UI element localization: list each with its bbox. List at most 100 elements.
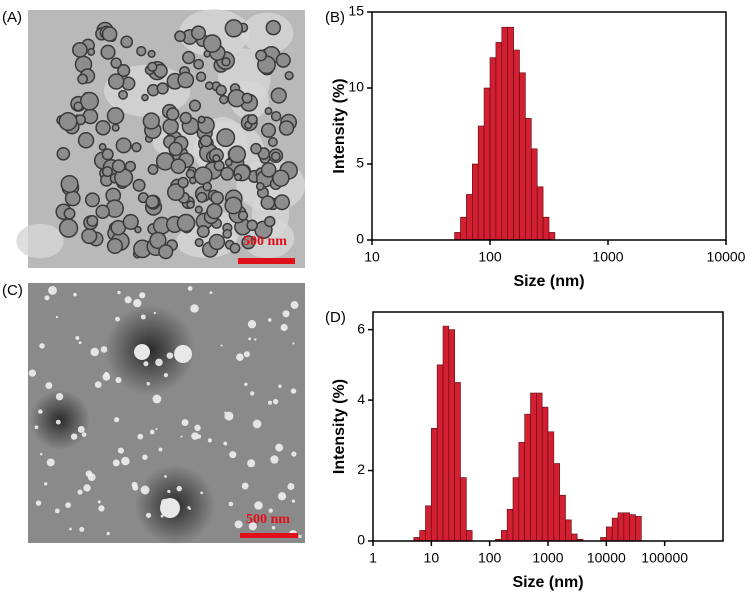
bar — [460, 216, 467, 241]
x-tick-label: 1000 — [592, 249, 623, 265]
particle — [133, 299, 142, 308]
y-tick-label: 0 — [357, 532, 365, 548]
bar — [571, 533, 578, 542]
particle — [155, 358, 163, 367]
particle — [272, 398, 279, 405]
particle — [200, 491, 204, 495]
particle — [131, 142, 142, 153]
particle — [196, 434, 202, 439]
particle — [180, 435, 183, 438]
particle — [147, 49, 156, 58]
particle — [101, 166, 113, 178]
particle — [267, 318, 272, 322]
panel-label: (D) — [325, 309, 346, 326]
particle — [164, 475, 167, 478]
bar — [460, 477, 467, 542]
y-tick-label: 15 — [348, 3, 364, 19]
particle — [228, 501, 234, 507]
bar — [501, 530, 508, 542]
particle — [174, 345, 192, 363]
texture — [175, 225, 237, 258]
particle — [244, 382, 248, 387]
particle — [250, 142, 262, 155]
particle — [118, 89, 129, 100]
particle — [194, 424, 201, 432]
particle — [166, 352, 174, 359]
particle — [265, 19, 282, 36]
texture — [241, 12, 294, 54]
particle — [58, 112, 78, 132]
particle — [141, 93, 149, 102]
particle — [291, 499, 296, 503]
particle — [270, 110, 282, 122]
particle — [56, 146, 71, 161]
particle — [170, 158, 187, 175]
particle — [179, 111, 192, 125]
bar — [472, 163, 479, 241]
panel-label: (B) — [325, 9, 345, 26]
particle — [111, 159, 126, 173]
particle — [182, 50, 196, 65]
x-tick-label: 10 — [424, 550, 440, 566]
bar — [524, 413, 531, 542]
plot-frame — [371, 11, 727, 241]
particle — [202, 34, 222, 53]
particle — [278, 384, 282, 388]
particle — [197, 115, 206, 124]
particle — [54, 508, 60, 514]
particle — [224, 411, 227, 414]
particle — [77, 132, 95, 149]
particle — [117, 290, 121, 295]
particle — [63, 207, 76, 220]
particle — [254, 501, 263, 510]
bar — [629, 514, 636, 542]
particle — [139, 292, 146, 299]
particle — [190, 304, 199, 313]
particle — [149, 429, 155, 435]
particle — [236, 353, 244, 361]
particle — [117, 447, 125, 454]
particle — [39, 343, 45, 349]
particle — [163, 373, 169, 378]
bar — [442, 325, 450, 542]
particle — [115, 316, 120, 322]
bar — [559, 494, 566, 542]
panel-label: (A) — [2, 9, 22, 26]
particle — [248, 522, 257, 531]
particle — [98, 142, 107, 151]
particle — [131, 481, 138, 488]
particle — [106, 107, 125, 125]
particle — [273, 194, 291, 211]
particle — [228, 145, 247, 164]
particle — [277, 492, 287, 501]
particle — [267, 400, 273, 405]
particle — [191, 25, 206, 41]
particle — [145, 512, 152, 518]
particle — [110, 57, 122, 69]
particle — [87, 47, 96, 56]
particle — [152, 394, 162, 404]
bar — [501, 26, 509, 241]
particle — [44, 295, 50, 301]
bar — [611, 517, 619, 542]
particle — [100, 346, 108, 353]
bar — [519, 72, 526, 241]
particle — [196, 191, 208, 203]
particle — [187, 286, 193, 291]
particle — [72, 41, 88, 58]
particle — [220, 344, 223, 347]
particle — [166, 107, 180, 121]
particle — [156, 82, 169, 95]
particle — [188, 507, 191, 510]
x-tick-label: 10 — [364, 249, 380, 265]
particle — [280, 323, 288, 332]
particle — [162, 118, 179, 135]
particle — [94, 381, 102, 388]
texture — [16, 223, 64, 259]
particle — [247, 114, 258, 125]
particle — [275, 52, 291, 68]
bar — [518, 442, 525, 542]
particle — [254, 338, 257, 341]
particle — [207, 438, 213, 443]
